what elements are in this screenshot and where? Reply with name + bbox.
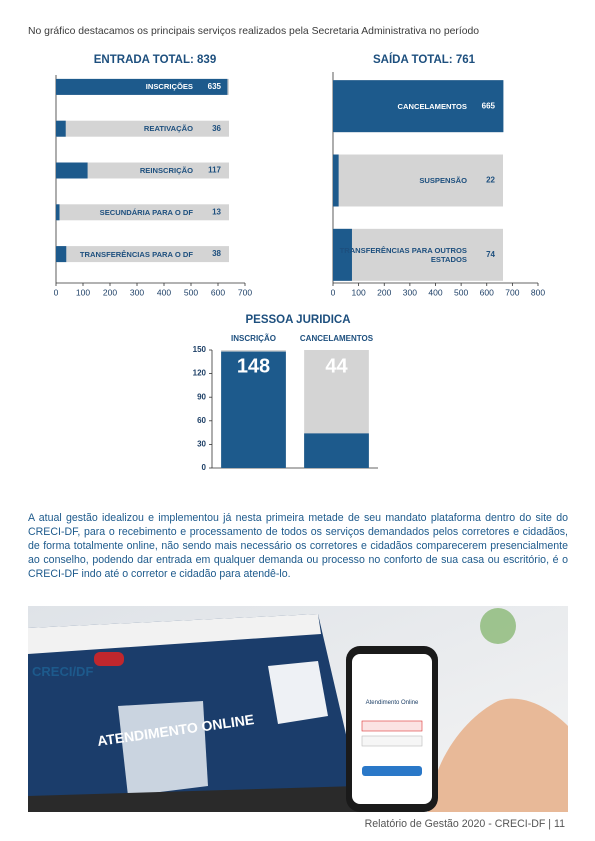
- value-label: 13: [212, 207, 221, 216]
- category-label: SECUNDÁRIA PARA O DF: [99, 207, 193, 217]
- value-label: 44: [325, 355, 348, 377]
- y-tick-label: 120: [193, 369, 207, 378]
- plant: [480, 608, 516, 644]
- x-tick-label: 400: [157, 287, 171, 297]
- category-label: CANCELAMENTOS: [300, 334, 374, 343]
- value-label: 74: [486, 250, 495, 259]
- x-tick-label: 600: [480, 287, 494, 297]
- body-paragraph: A atual gestão idealizou e implementou j…: [28, 512, 568, 580]
- bar: [56, 246, 67, 263]
- chart-title: PESSOA JURIDICA: [245, 314, 350, 326]
- y-tick-label: 0: [202, 463, 207, 472]
- category-label-box: CANCELAMENTOS: [397, 101, 467, 111]
- bar-track: [56, 246, 229, 263]
- value-label: 635: [208, 82, 222, 91]
- category-label-box: REINSCRIÇÃO: [139, 166, 193, 175]
- category-label: INSCRIÇÃO: [231, 334, 276, 343]
- x-tick-label: 500: [184, 287, 198, 297]
- laptop-card: [268, 661, 328, 724]
- bar-track: [333, 228, 503, 281]
- bar: [333, 228, 352, 281]
- phone-field: [361, 720, 423, 732]
- chart-title: SAÍDA TOTAL: 761: [373, 53, 476, 66]
- category-label: CANCELAMENTOS: [397, 101, 467, 111]
- y-tick-label: 30: [197, 440, 206, 449]
- category-label-box: SUSPENSÃO: [419, 176, 467, 185]
- phone-button: [362, 766, 422, 776]
- category-label: TRANSFERÊNCIAS PARA O DF: [79, 249, 193, 259]
- x-tick-label: 400: [428, 287, 442, 297]
- bar-track: [333, 154, 503, 207]
- x-tick-label: 200: [103, 287, 117, 297]
- bar: [333, 80, 504, 133]
- bar-track: [56, 204, 229, 221]
- hand: [428, 698, 568, 812]
- laptop-button: [94, 652, 124, 666]
- photo: CRECI/DF ATENDIMENTO ONLINE Atendimento …: [28, 606, 568, 812]
- category-label-box: TRANSFERÊNCIAS PARA OUTROS ESTADOS: [339, 245, 467, 264]
- value-label: 665: [482, 101, 496, 110]
- category-label-box: TRANSFERÊNCIAS PARA O DF: [79, 249, 193, 259]
- footer: Relatório de Gestão 2020 - CRECI-DF | 11: [364, 818, 565, 830]
- value-label: 36: [212, 124, 221, 133]
- phone-field: [361, 735, 423, 747]
- x-tick-label: 0: [54, 287, 59, 297]
- bar-track: [56, 120, 229, 137]
- x-tick-label: 700: [505, 287, 519, 297]
- category-label: REINSCRIÇÃO: [139, 166, 193, 175]
- x-tick-label: 600: [211, 287, 225, 297]
- bar: [304, 433, 369, 468]
- bar: [56, 204, 60, 221]
- phone-heading: Atendimento Online: [366, 700, 419, 706]
- x-tick-label: 100: [352, 287, 366, 297]
- intro-text: No gráfico destacamos os principais serv…: [28, 26, 480, 37]
- category-label: TRANSFERÊNCIAS PARA OUTROS ESTADOS: [339, 245, 467, 264]
- category-label: REATIVAÇÃO: [143, 124, 193, 134]
- y-tick-label: 90: [197, 392, 206, 401]
- laptop-form: [118, 701, 208, 796]
- value-label: 148: [237, 355, 270, 377]
- bar: [56, 162, 88, 179]
- category-label: INSCRIÇÕES: [145, 82, 193, 92]
- x-tick-label: 800: [531, 287, 545, 297]
- category-label-box: REATIVAÇÃO: [143, 124, 193, 134]
- value-label: 117: [208, 166, 221, 175]
- x-tick-label: 700: [238, 287, 252, 297]
- x-tick-label: 500: [454, 287, 468, 297]
- bar: [333, 154, 339, 207]
- category-label-box: INSCRIÇÕES: [145, 82, 193, 92]
- chart-title: ENTRADA TOTAL: 839: [94, 54, 216, 66]
- category-label-box: SECUNDÁRIA PARA O DF: [99, 207, 193, 217]
- x-tick-label: 200: [377, 287, 391, 297]
- x-tick-label: 300: [130, 287, 144, 297]
- bar: [56, 120, 66, 137]
- value-label: 22: [486, 176, 495, 185]
- x-tick-label: 300: [403, 287, 417, 297]
- laptop-logo: CRECI/DF: [32, 664, 93, 679]
- x-tick-label: 0: [331, 287, 336, 297]
- laptop-base: [28, 786, 378, 812]
- y-tick-label: 60: [197, 416, 206, 425]
- y-tick-label: 150: [193, 345, 207, 354]
- laptop-nav: [28, 614, 321, 654]
- x-tick-label: 100: [76, 287, 90, 297]
- bar: [221, 351, 286, 468]
- bar: [56, 78, 228, 95]
- category-label: SUSPENSÃO: [419, 176, 467, 185]
- value-label: 38: [212, 249, 221, 258]
- bar-track: [56, 162, 229, 179]
